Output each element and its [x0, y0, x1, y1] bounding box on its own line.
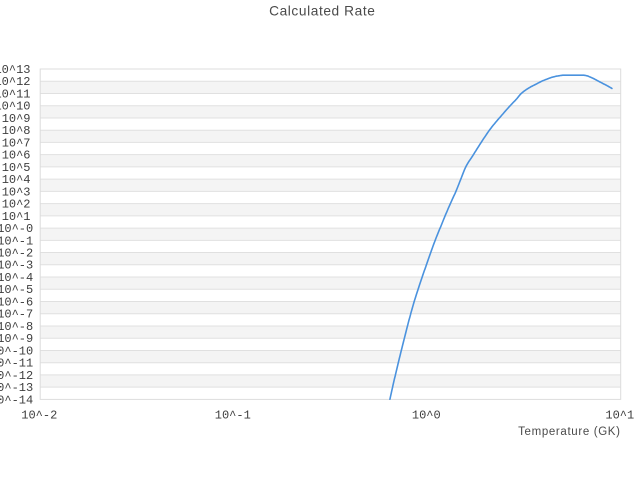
svg-text:10^-13: 10^-13	[0, 381, 33, 395]
svg-text:10^-14: 10^-14	[0, 393, 33, 407]
svg-text:10^8: 10^8	[2, 124, 31, 138]
svg-text:10^-10: 10^-10	[0, 344, 33, 358]
svg-text:10^-3: 10^-3	[0, 259, 33, 273]
svg-text:10^-12: 10^-12	[0, 369, 33, 383]
svg-text:10^-6: 10^-6	[0, 295, 33, 309]
svg-text:10^4: 10^4	[2, 173, 31, 187]
svg-text:10^1: 10^1	[605, 408, 634, 422]
svg-text:10^5: 10^5	[2, 161, 31, 175]
svg-text:10^-1: 10^-1	[215, 408, 251, 422]
svg-text:10^-2: 10^-2	[0, 247, 33, 261]
svg-text:10^-1: 10^-1	[0, 234, 33, 248]
svg-text:10^12: 10^12	[0, 75, 31, 89]
svg-text:10^6: 10^6	[2, 149, 31, 163]
svg-text:10^-0: 10^-0	[0, 222, 33, 236]
svg-text:10^-7: 10^-7	[0, 308, 33, 322]
svg-text:10^0: 10^0	[412, 408, 441, 422]
svg-text:10^-8: 10^-8	[0, 320, 33, 334]
svg-text:10^2: 10^2	[2, 198, 31, 212]
svg-text:10^-11: 10^-11	[0, 357, 33, 371]
svg-text:Calculated Rate: Calculated Rate	[269, 3, 375, 18]
svg-text:10^9: 10^9	[2, 112, 31, 126]
svg-text:10^3: 10^3	[2, 185, 31, 199]
svg-text:10^13: 10^13	[0, 63, 31, 77]
svg-text:Temperature (GK): Temperature (GK)	[518, 426, 620, 438]
svg-text:10^-4: 10^-4	[0, 271, 33, 285]
svg-text:10^7: 10^7	[2, 136, 31, 150]
svg-text:10^-5: 10^-5	[0, 283, 33, 297]
svg-text:10^11: 10^11	[0, 87, 31, 101]
svg-text:10^1: 10^1	[2, 210, 31, 224]
svg-text:10^-2: 10^-2	[21, 408, 57, 422]
svg-text:10^-9: 10^-9	[0, 332, 33, 346]
svg-text:10^10: 10^10	[0, 100, 31, 114]
